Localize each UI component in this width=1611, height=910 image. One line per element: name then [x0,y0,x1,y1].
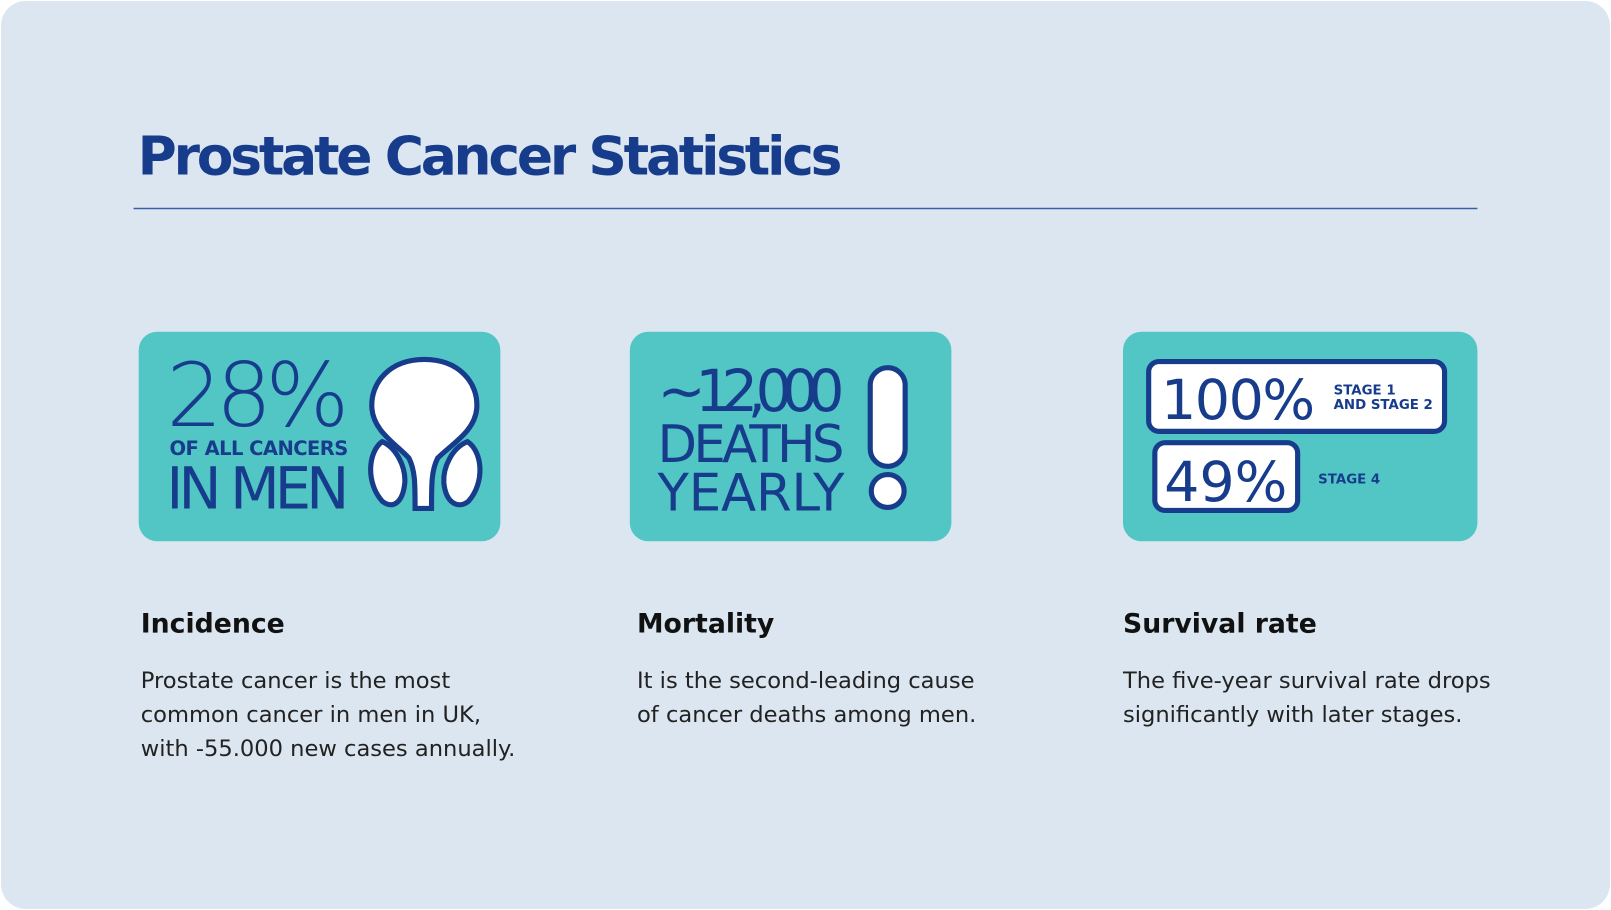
card-heading: Survival rate [1123,609,1317,640]
card-body: The five-year survival rate drops [1122,668,1491,694]
prostate-icon [368,356,483,511]
big-stat: 28% [166,344,349,447]
card-heading: Mortality [637,609,774,640]
exclamation-icon [867,365,908,510]
big-stat: 49% [1164,451,1287,515]
stat-box [1146,358,1448,434]
stat-label: DEATHS [658,415,845,475]
card-body: of cancer deaths among men. [637,702,976,728]
card-body: common cancer in men in UK, [141,702,481,728]
stat-label: YEARLY [657,463,846,523]
card-body: Prostate cancer is the most [141,668,451,694]
big-stat: 100% [1161,369,1315,433]
title: Prostate Cancer Statistics [138,125,843,188]
big-stat: ~12,000 [658,358,845,425]
stat-box [1152,440,1301,514]
card-body: It is the second-leading cause [637,668,974,694]
card-body: with -55.000 new cases annually. [141,736,516,762]
card-heading: Incidence [141,609,285,640]
stat-label: STAGE 4 [1318,473,1380,488]
stat-label: AND STAGE 2 [1334,398,1433,413]
stat-label: OF ALL CANCERS [170,437,349,460]
card-body: significantly with later stages. [1123,702,1462,728]
stat-label: IN MEN [166,455,349,522]
stat-label: STAGE 1 [1334,383,1396,398]
